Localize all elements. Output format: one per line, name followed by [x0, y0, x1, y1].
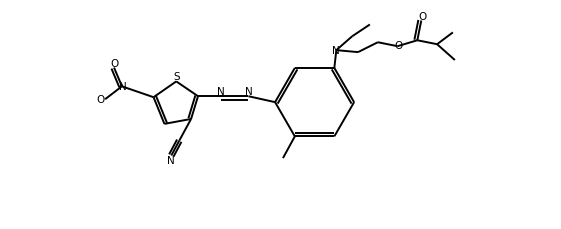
Text: S: S	[173, 72, 180, 82]
Text: O: O	[96, 95, 104, 105]
Text: N: N	[119, 82, 127, 92]
Text: O: O	[110, 58, 118, 68]
Text: O: O	[418, 11, 426, 22]
Text: N: N	[245, 87, 252, 97]
Text: N: N	[333, 46, 340, 56]
Text: O: O	[394, 41, 403, 51]
Text: N: N	[217, 87, 224, 97]
Text: N: N	[168, 156, 175, 166]
